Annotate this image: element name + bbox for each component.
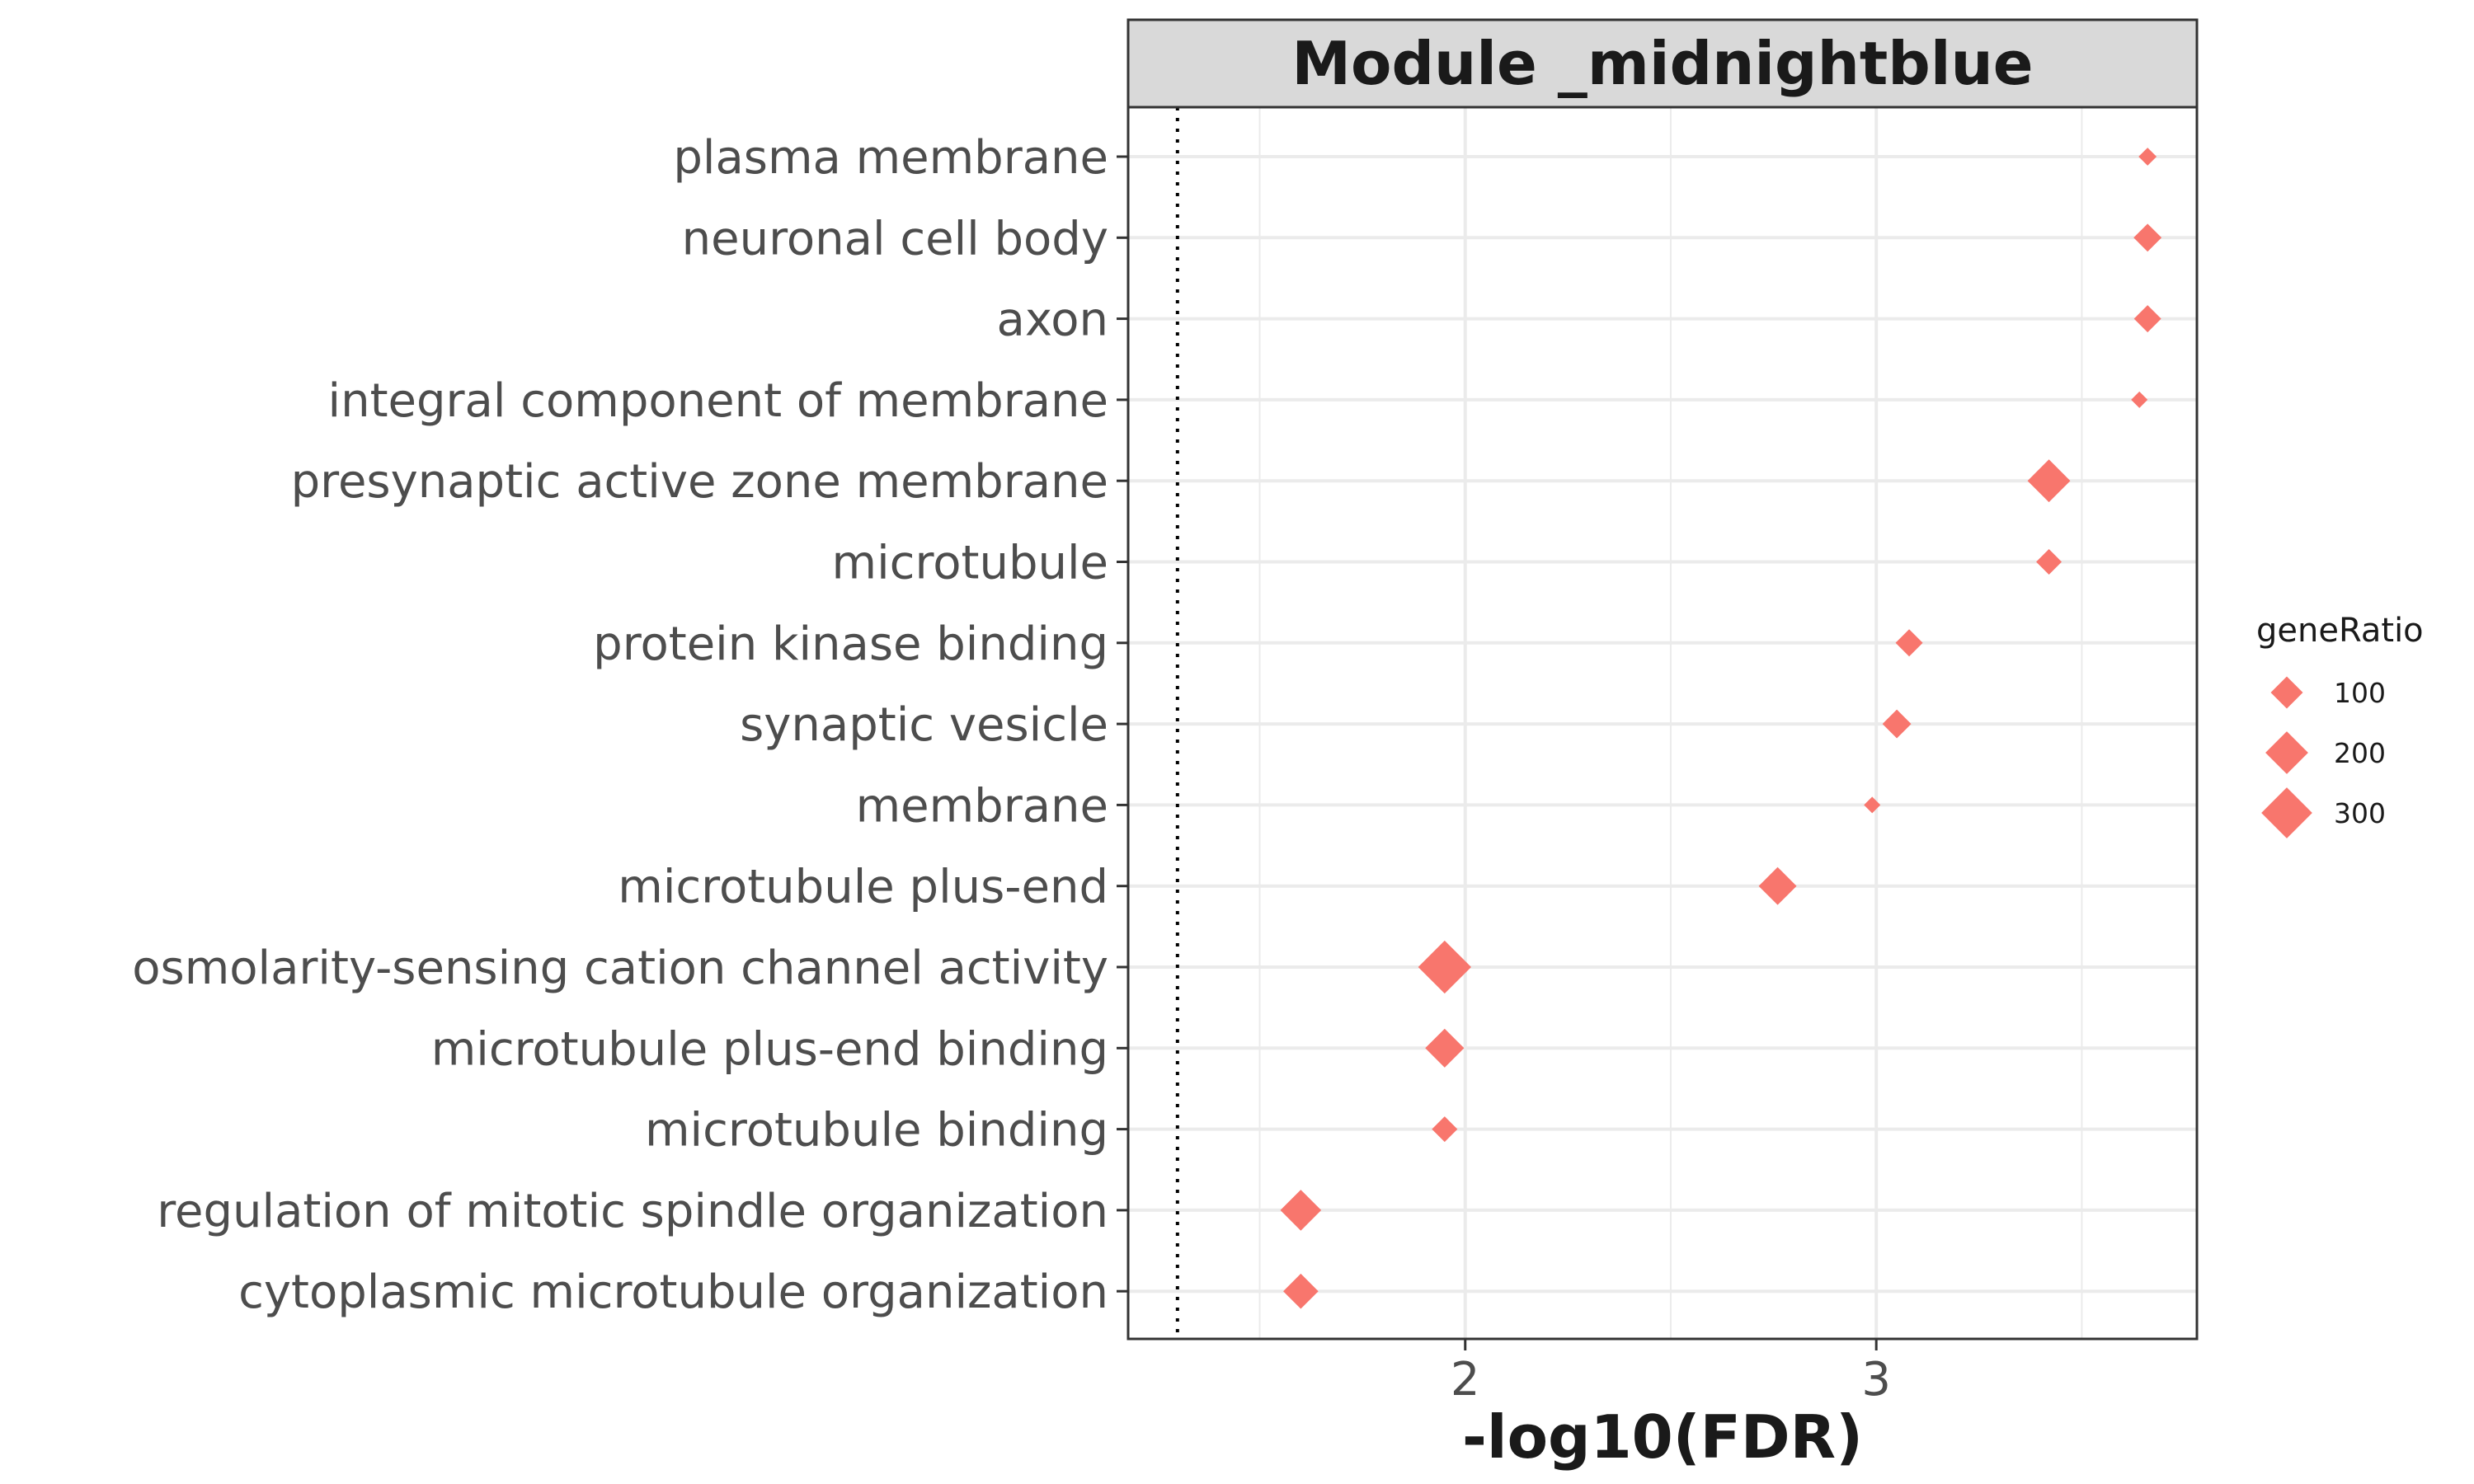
y-tick-label: microtubule plus-end [618,861,1108,914]
data-point [1882,709,1912,739]
legend-entry-label: 100 [2334,677,2386,709]
data-point [2027,459,2071,503]
data-point [2131,391,2148,408]
data-point [2133,223,2162,252]
y-tick-label: protein kinase binding [593,618,1108,671]
y-tick-label: synaptic vesicle [740,698,1108,752]
y-tick-label: membrane [856,779,1108,833]
data-point [1758,866,1797,905]
y-tick-label: presynaptic active zone membrane [291,455,1108,509]
y-tick-label: plasma membrane [673,131,1108,185]
data-point [1432,1116,1458,1143]
facet-strip [1126,18,2199,109]
y-tick-label: cytoplasmic microtubule organization [238,1266,1108,1319]
y-tick-label: axon [997,294,1109,347]
data-point [1280,1190,1322,1231]
legend-key-diamond [2261,787,2312,838]
legend-key-diamond [2265,731,2308,774]
data-point [1418,940,1471,994]
data-point [1895,629,1923,657]
chart-title: Module _midnightblue [1291,29,2033,98]
legend: geneRatio 100 200 300 [2256,612,2424,838]
legend-title: geneRatio [2256,612,2424,650]
data-point [2036,549,2062,575]
x-tick-label: 2 [1451,1353,1480,1407]
y-axis: plasma membrane neuronal cell body axon int… [132,131,1128,1319]
y-tick-label: microtubule plus-end binding [431,1022,1108,1076]
y-tick-label: regulation of mitotic spindle organizati… [157,1185,1108,1238]
data-point [1283,1273,1319,1309]
y-tick-label: microtubule binding [645,1104,1108,1158]
grid-lines [1128,107,2197,1339]
data-point [1864,796,1881,814]
data-point [2138,148,2157,166]
legend-entry-label: 200 [2334,737,2386,769]
y-tick-label: osmolarity-sensing cation channel activi… [132,942,1108,995]
legend-key-diamond [2270,676,2303,709]
legend-entry-label: 300 [2334,797,2386,829]
y-tick-label: neuronal cell body [682,212,1108,265]
y-tick-label: microtubule [832,537,1108,590]
y-tick-label: integral component of membrane [328,374,1108,428]
x-axis-label: -log10(FDR) [1462,1402,1863,1472]
data-points [1280,148,2162,1309]
data-point [2133,305,2161,333]
data-point [1425,1028,1465,1068]
x-tick-label: 3 [1861,1353,1891,1407]
